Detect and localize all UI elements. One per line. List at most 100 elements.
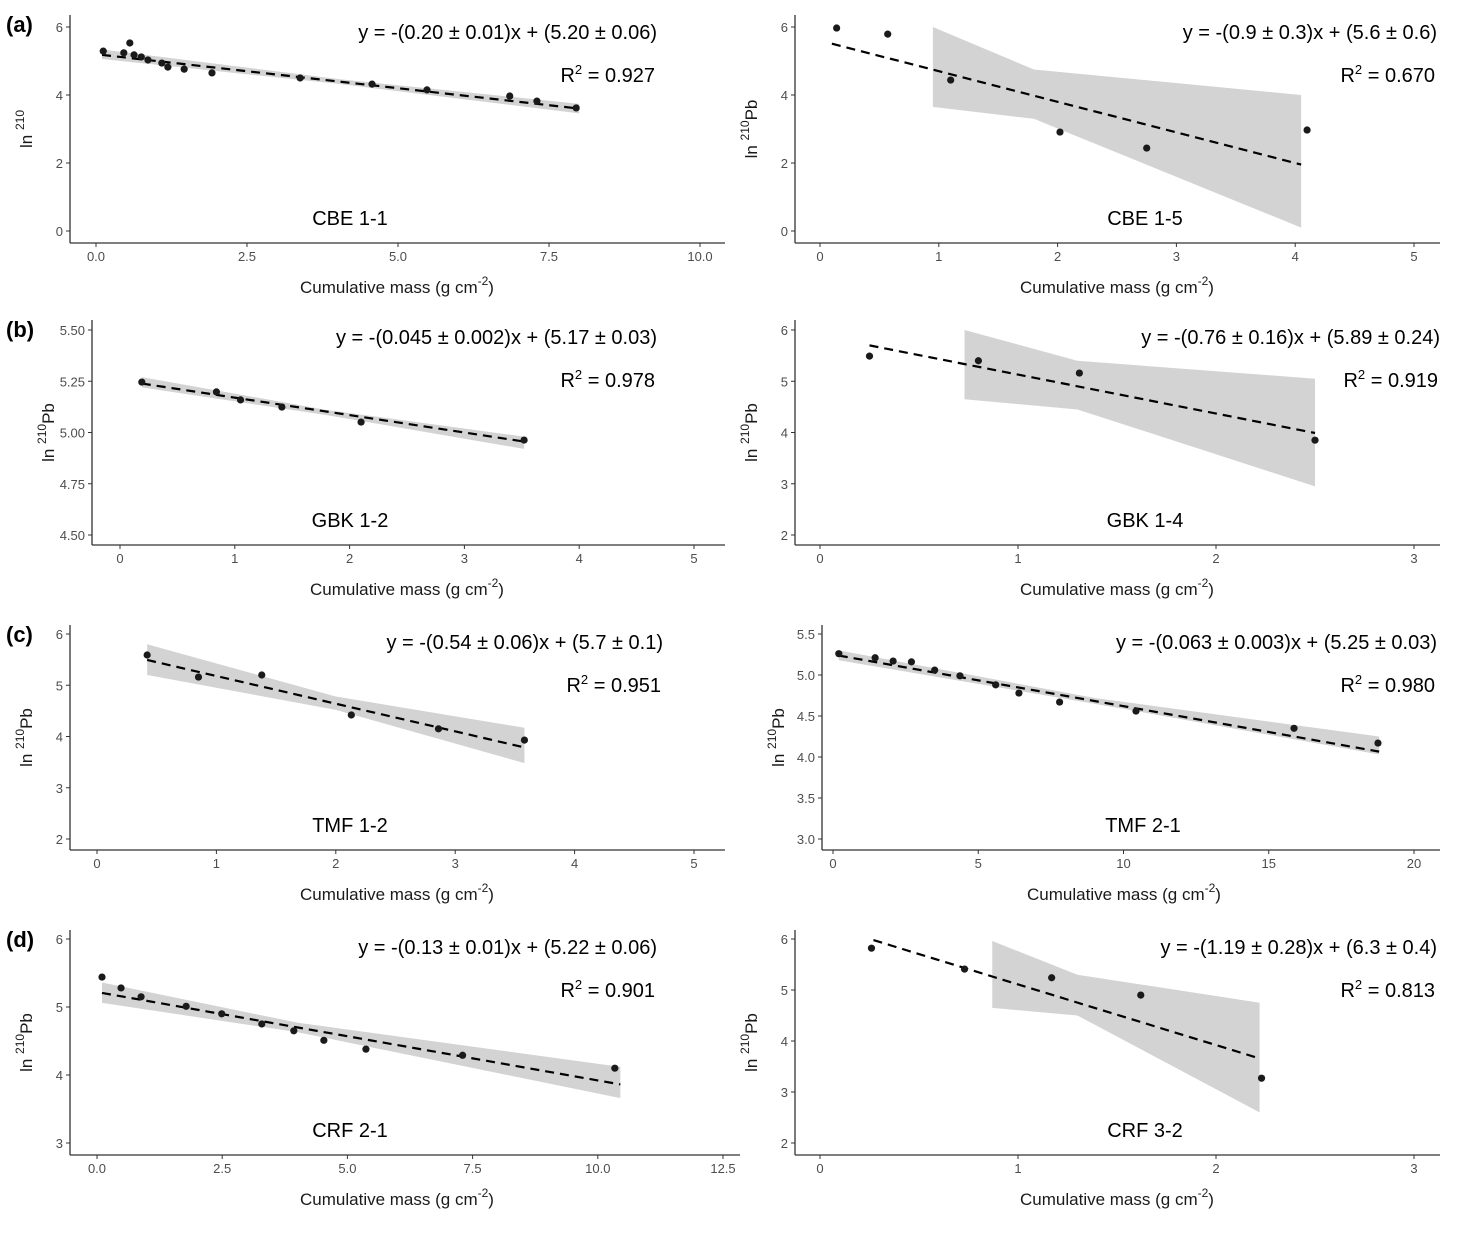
r2-value: = 0.670 (1362, 65, 1435, 87)
x-axis-label: Cumulative mass (g cm-2) (1020, 1186, 1214, 1209)
r2-label: R (560, 65, 574, 87)
r2-sup: 2 (575, 62, 582, 77)
x-tick-label: 0.0 (88, 1161, 106, 1176)
r-squared: R2 = 0.919 (1343, 367, 1438, 392)
x-tick-label: 10.0 (585, 1161, 610, 1176)
data-point (126, 39, 134, 47)
data-point (1290, 724, 1298, 732)
y-tick-label: 6 (781, 20, 788, 35)
r2-label: R (566, 675, 580, 697)
r2-label: R (560, 980, 574, 1002)
x-axis-label: Cumulative mass (g cm-2) (1020, 576, 1214, 599)
x-tick-label: 7.5 (464, 1161, 482, 1176)
data-point (137, 993, 145, 1001)
y-axis-label-end: Pb (742, 403, 761, 424)
panel-letter: (c) (6, 622, 33, 647)
x-axis-label-text: Cumulative mass (g cm (1020, 278, 1198, 297)
y-tick-label: 3 (781, 1085, 788, 1100)
data-point (117, 984, 125, 992)
y-axis-label: ln 210Pb (738, 1013, 761, 1072)
regression-equation: y = -(0.9 ± 0.3)x + (5.6 ± 0.6) (1183, 22, 1437, 44)
data-point (347, 711, 355, 719)
x-axis-label: Cumulative mass (g cm-2) (300, 1186, 494, 1209)
panel-gbk-1-2: 0 1 2 3 4 5 4.50 4.75 5.00 5.25 5.50 Cumulative mas… (6, 317, 725, 599)
data-point (520, 436, 528, 444)
data-point (290, 1027, 298, 1035)
r2-sup: 2 (1355, 62, 1362, 77)
data-point (889, 657, 897, 665)
panel-tmf-2-1: 0 5 10 15 20 3.0 3.5 4.0 4.5 5.0 5.5 Cumulative mas… (765, 625, 1440, 904)
y-tick-label: 5 (781, 374, 788, 389)
y-axis-label-end: Pb (17, 708, 36, 729)
y-tick-label: 4 (56, 88, 63, 103)
data-point (278, 403, 286, 411)
x-axis-label-sup: -2 (478, 274, 489, 288)
data-point (236, 396, 245, 404)
x-axis-label-end: ) (488, 1190, 494, 1209)
y-tick-label: 5.00 (60, 426, 85, 441)
data-point (974, 357, 983, 365)
regression-line (838, 654, 1380, 753)
r-squared: R2 = 0.813 (1340, 977, 1435, 1002)
x-tick-label: 1 (1014, 1161, 1021, 1176)
x-tick-label: 0 (116, 551, 123, 566)
x-axis-label-end: ) (1208, 278, 1214, 297)
sample-label: CBE 1-1 (312, 208, 388, 230)
data-point (947, 76, 955, 84)
y-axis-label-sup: 210 (738, 1034, 752, 1054)
x-tick-label: 3 (461, 551, 468, 566)
x-tick-label: 5 (690, 856, 697, 871)
y-tick-label: 6 (56, 932, 63, 947)
data-point (138, 378, 146, 386)
regression-line (869, 344, 1316, 435)
regression-line (101, 53, 580, 110)
x-tick-label: 5 (1410, 249, 1417, 264)
y-tick-label: 2 (781, 1136, 788, 1151)
y-axis-label-text: ln (17, 130, 36, 148)
r2-value: = 0.980 (1362, 675, 1435, 697)
x-tick-label: 2 (1212, 551, 1219, 566)
data-point (833, 24, 841, 32)
x-tick-label: 5.0 (389, 249, 407, 264)
y-tick-label: 5 (56, 678, 63, 693)
regression-equation: y = -(0.063 ± 0.003)x + (5.25 ± 0.03) (1116, 632, 1437, 654)
data-point (296, 74, 304, 82)
r2-sup: 2 (575, 977, 582, 992)
x-axis-label-end: ) (1208, 1190, 1214, 1209)
r2-label: R (1340, 675, 1354, 697)
y-axis-label-text: ln (17, 1054, 36, 1072)
x-tick-label: 2 (346, 551, 353, 566)
data-point (1311, 436, 1319, 444)
y-tick-label: 6 (781, 323, 788, 338)
data-point (533, 97, 541, 105)
panel-tmf-1-2: 0 1 2 3 4 5 2 3 4 5 6 Cumulative mass (g cm-2) ln 21… (6, 622, 725, 904)
r2-sup: 2 (1355, 977, 1362, 992)
y-tick-label: 5.50 (60, 323, 85, 338)
y-tick-label: 0 (56, 224, 63, 239)
r2-label: R (1340, 65, 1354, 87)
y-axis-label-end: Pb (742, 100, 761, 121)
data-point (164, 63, 172, 71)
x-tick-label: 5 (690, 551, 697, 566)
x-tick-label: 0 (93, 856, 100, 871)
y-tick-label: 4 (781, 426, 788, 441)
r-squared: R2 = 0.927 (560, 62, 655, 87)
y-tick-label: 4.50 (60, 528, 85, 543)
y-axis-label-sup: 210 (35, 424, 49, 444)
confidence-band (147, 644, 525, 764)
x-tick-label: 2.5 (213, 1161, 231, 1176)
data-point (1132, 707, 1140, 715)
y-tick-label: 6 (781, 932, 788, 947)
r2-label: R (560, 370, 574, 392)
data-point (130, 51, 138, 59)
y-axis-label-end: Pb (742, 1013, 761, 1034)
confidence-band (141, 377, 525, 449)
data-point (212, 388, 221, 396)
data-point (144, 56, 152, 64)
x-axis-label-end: ) (488, 885, 494, 904)
data-point (1055, 698, 1064, 706)
confidence-band (964, 330, 1315, 487)
y-axis-label: ln 210Pb (738, 403, 761, 462)
sample-label: TMF 1-2 (312, 815, 388, 837)
x-axis-label-end: ) (1208, 580, 1214, 599)
